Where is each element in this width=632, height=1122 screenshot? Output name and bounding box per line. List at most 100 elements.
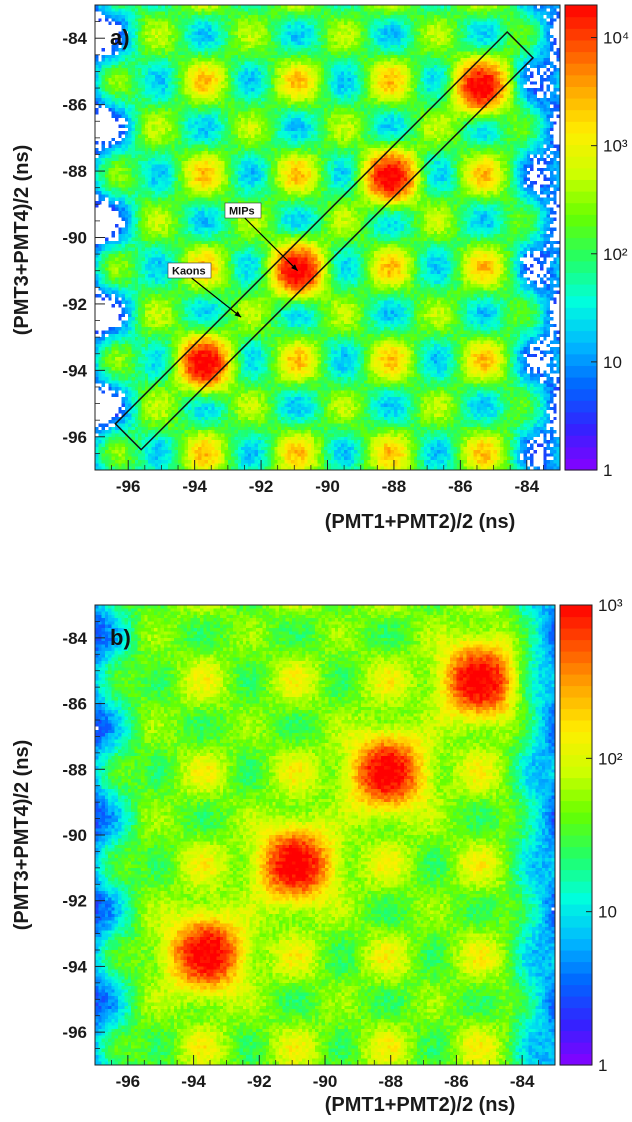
colorbar-step [565,446,597,459]
colorbar-step [560,789,592,802]
colorbar-step [560,1042,592,1055]
colorbar-step [560,708,592,721]
colorbar-tick-label: 1 [598,1056,607,1075]
colorbar-step [565,63,597,76]
x-tick-label: -94 [181,1072,206,1091]
x-tick-label: -90 [315,477,340,496]
annotation-arrowhead [291,264,298,271]
colorbar-a: 1 10 10² 10³ 10⁴ [564,4,629,480]
y-tick-label: -88 [62,162,87,181]
y-tick-label: -86 [62,695,87,714]
colorbar-step [565,377,597,390]
colorbar-tick-label: 10² [603,245,628,264]
colorbar-step [565,284,597,297]
colorbar-step [565,39,597,53]
y-tick-label: -90 [62,229,87,248]
colorbar-step [560,731,592,744]
colorbar-step [565,179,597,192]
colorbar-step [565,307,597,320]
colorbar-step [565,423,597,436]
colorbar-step [565,51,597,64]
annotations-a: MIPs Kaons [167,202,299,318]
colorbar-step [565,342,597,355]
selection-box-outline [114,30,535,451]
x-tick-label: -96 [116,477,141,496]
annotation-arrow [244,217,299,272]
x-tick-label: -92 [247,1072,272,1091]
y-axis-title-a: (PMT3+PMT4)/2 (ns) [11,145,33,336]
colorbar-step [565,109,597,122]
y-tick-label: -86 [62,96,87,115]
x-axis-title-a: (PMT1+PMT2)/2 (ns) [325,511,516,533]
y-axis-title-b: (PMT3+PMT4)/2 (ns) [11,740,33,931]
colorbar-step [565,121,597,134]
colorbar-step [565,411,597,425]
colorbar-step [560,743,592,756]
colorbar-step [560,1007,592,1020]
colorbar-tick-label: 10² [598,749,623,768]
colorbar-step [565,5,597,18]
colorbar-step [565,214,597,227]
colorbar-step [560,835,592,848]
colorbar-step [560,938,592,951]
colorbar-step [560,904,592,917]
y-tick-label: -96 [62,428,87,447]
colorbar-step [565,132,597,146]
y-tick-label: -92 [62,295,87,314]
colorbar-step [560,605,592,618]
colorbar-step [560,927,592,940]
colorbar-step [565,167,597,180]
colorbar-step [565,400,597,413]
panel-label-b: b) [110,625,131,650]
colorbar-step [565,249,597,262]
colorbar-step [565,458,597,471]
x-tick-label: -92 [249,477,274,496]
colorbar-step [560,869,592,882]
colorbar-step [565,202,597,215]
colorbar-tick-label: 10³ [603,137,628,156]
colorbar-step [560,685,592,698]
colorbar-step [565,144,597,157]
x-tick-label: -94 [182,477,207,496]
colorbar-step [560,1019,592,1032]
x-tick-label: -88 [382,477,407,496]
colorbar-step [560,639,592,652]
colorbar-step [560,651,592,664]
colorbar-step [560,766,592,779]
colorbar-frame [564,4,598,471]
colorbar-step [565,272,597,285]
colorbar-step [565,295,597,308]
colorbar-step [560,858,592,871]
y-tick-label: -96 [62,1023,87,1042]
colorbar-step [560,973,592,986]
colorbar-step [565,74,597,87]
colorbar-step [560,1030,592,1043]
annotation-label: Kaons [172,266,206,278]
axes-a: -96 -94 -92 -90 -88 -86 -84 -84 -86 -88 -90 -92 -94 -… [62,4,561,496]
colorbar-step [565,225,597,239]
colorbar-step [560,662,592,675]
colorbar-step [565,28,597,41]
colorbar-tick-label: 10⁴ [603,29,629,48]
annotation-mips: MIPs [224,202,299,272]
colorbar-step [560,754,592,767]
colorbar-step [560,1053,592,1066]
annotation-arrowhead [234,311,242,318]
y-tick-label: -88 [62,760,87,779]
colorbar-step [565,237,597,250]
y-tick-label: -94 [62,957,87,976]
colorbar-step [565,318,597,332]
x-axis-title-b: (PMT1+PMT2)/2 (ns) [325,1094,516,1116]
annotation-arrow [191,277,242,318]
heatmap-a-image [95,5,560,470]
colorbar-step [565,388,597,401]
colorbar-step [565,86,597,99]
x-tick-label: -86 [448,477,473,496]
colorbar-step [565,353,597,366]
colorbar-step [560,846,592,859]
colorbar-tick-label: 10 [598,903,617,922]
colorbar-step [560,892,592,905]
y-tick-label: -92 [62,892,87,911]
colorbar-step [560,961,592,974]
y-tick-label: -94 [62,361,87,380]
